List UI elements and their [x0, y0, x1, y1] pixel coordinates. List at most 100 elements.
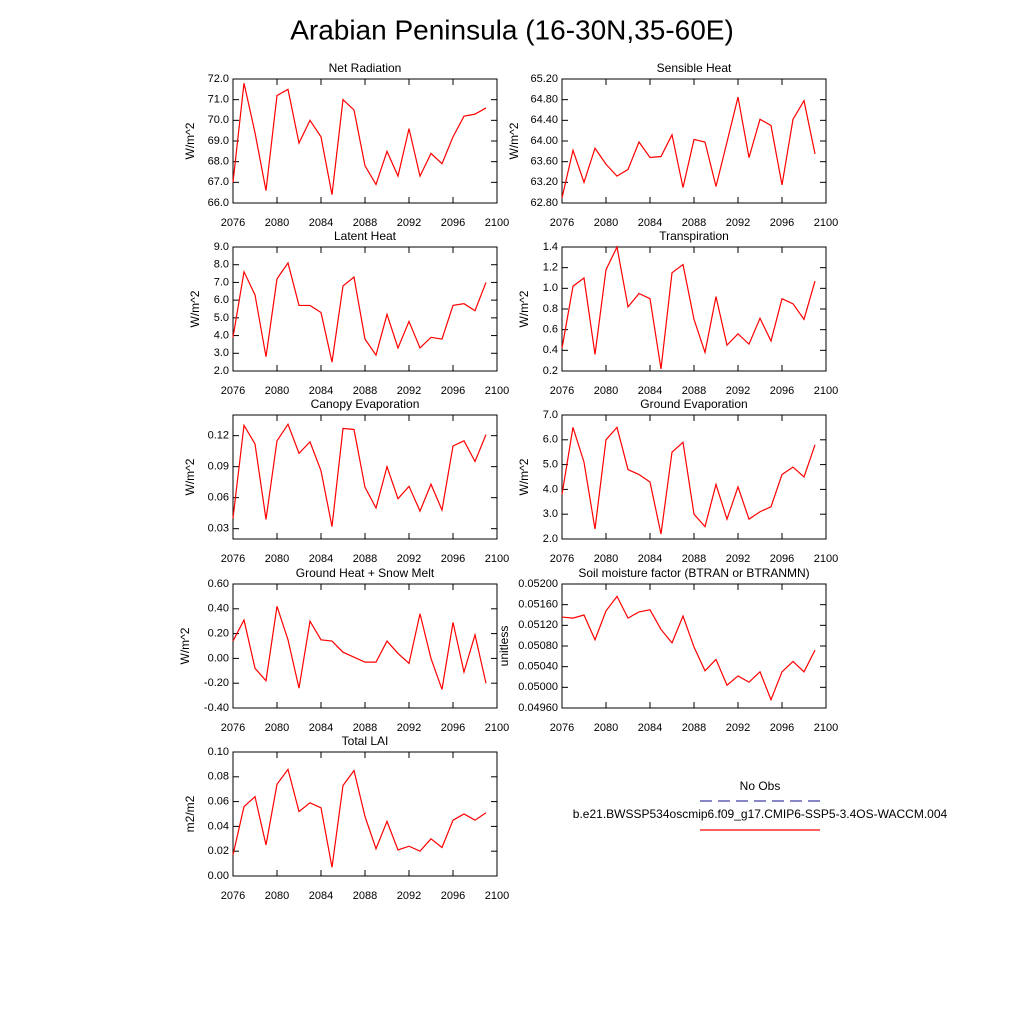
y-tick-label: 0.09 — [208, 461, 229, 473]
y-axis-label: W/m^2 — [517, 290, 531, 327]
data-line — [561, 96, 816, 198]
x-tick-label: 2076 — [550, 217, 574, 229]
panel-title: Ground Heat + Snow Melt — [296, 566, 435, 580]
data-line — [232, 606, 487, 690]
y-axis-label: unitless — [497, 626, 511, 667]
x-tick-label: 2096 — [770, 217, 794, 229]
y-tick-label: 0.03 — [208, 523, 229, 535]
x-tick-label: 2088 — [353, 890, 377, 902]
x-tick-label: 2080 — [265, 217, 289, 229]
x-tick-label: 2088 — [682, 722, 706, 734]
x-tick-label: 2076 — [221, 217, 245, 229]
y-tick-label: -0.20 — [204, 677, 229, 689]
y-tick-label: 64.00 — [530, 135, 558, 147]
y-axis-label: W/m^2 — [178, 627, 192, 664]
x-tick-label: 2100 — [814, 722, 838, 734]
x-tick-label: 2080 — [594, 217, 618, 229]
y-tick-label: 0.06 — [208, 492, 229, 504]
y-axis-label: W/m^2 — [183, 122, 197, 159]
x-tick-label: 2092 — [397, 553, 421, 565]
x-tick-label: 2088 — [353, 217, 377, 229]
x-tick-label: 2088 — [353, 385, 377, 397]
x-tick-label: 2080 — [594, 553, 618, 565]
x-tick-label: 2084 — [309, 385, 333, 397]
y-tick-label: 4.0 — [214, 329, 229, 341]
y-tick-label: 0.05040 — [518, 661, 558, 673]
x-tick-label: 2088 — [682, 553, 706, 565]
x-tick-label: 2092 — [726, 722, 750, 734]
y-tick-label: 0.06 — [208, 796, 229, 808]
y-tick-label: 4.0 — [543, 483, 558, 495]
x-tick-label: 2080 — [265, 553, 289, 565]
x-tick-label: 2080 — [265, 890, 289, 902]
panel-title: Sensible Heat — [657, 61, 732, 75]
y-tick-label: 0.4 — [543, 344, 558, 356]
panel-title: Canopy Evaporation — [311, 397, 420, 411]
x-tick-label: 2100 — [814, 385, 838, 397]
legend-label: b.e21.BWSSP534oscmip6.f09_g17.CMIP6-SSP5… — [573, 807, 948, 821]
y-tick-label: 0.60 — [208, 578, 229, 590]
y-tick-label: 1.4 — [543, 241, 558, 253]
x-tick-label: 2076 — [550, 385, 574, 397]
y-tick-label: 6.0 — [214, 294, 229, 306]
panel-title: Total LAI — [342, 734, 389, 748]
x-tick-label: 2076 — [221, 722, 245, 734]
x-tick-label: 2088 — [682, 217, 706, 229]
x-tick-label: 2084 — [309, 217, 333, 229]
y-axis-label: W/m^2 — [517, 458, 531, 495]
panel-title: Soil moisture factor (BTRAN or BTRANMN) — [578, 566, 809, 580]
y-axis-label: m2/m2 — [183, 795, 197, 832]
y-tick-label: 6.0 — [543, 434, 558, 446]
data-line — [232, 83, 487, 195]
y-tick-label: 2.0 — [543, 533, 558, 545]
x-tick-label: 2088 — [353, 553, 377, 565]
x-tick-label: 2100 — [485, 385, 509, 397]
y-tick-label: 5.0 — [543, 459, 558, 471]
x-tick-label: 2096 — [441, 385, 465, 397]
y-tick-label: 0.20 — [208, 628, 229, 640]
y-tick-label: 0.04 — [208, 820, 229, 832]
panel-title: Net Radiation — [329, 61, 402, 75]
x-tick-label: 2080 — [265, 722, 289, 734]
x-tick-label: 2096 — [770, 385, 794, 397]
y-tick-label: 3.0 — [543, 508, 558, 520]
panel-title: Transpiration — [659, 229, 729, 243]
x-tick-label: 2092 — [726, 385, 750, 397]
y-tick-label: 7.0 — [214, 276, 229, 288]
y-tick-label: 9.0 — [214, 241, 229, 253]
y-tick-label: 7.0 — [543, 409, 558, 421]
y-tick-label: 65.20 — [530, 73, 558, 85]
y-tick-label: -0.40 — [204, 702, 229, 714]
data-line — [561, 595, 816, 702]
y-tick-label: 0.00 — [208, 652, 229, 664]
y-axis-label: W/m^2 — [183, 458, 197, 495]
y-tick-label: 64.40 — [530, 114, 558, 126]
data-line — [232, 261, 487, 363]
y-tick-label: 0.00 — [208, 870, 229, 882]
legend-label: No Obs — [740, 779, 781, 793]
y-tick-label: 63.20 — [530, 176, 558, 188]
x-tick-label: 2096 — [441, 217, 465, 229]
y-tick-label: 0.2 — [543, 365, 558, 377]
x-tick-label: 2084 — [638, 553, 662, 565]
x-tick-label: 2084 — [309, 890, 333, 902]
x-tick-label: 2084 — [638, 722, 662, 734]
x-tick-label: 2080 — [265, 385, 289, 397]
y-tick-label: 0.05080 — [518, 640, 558, 652]
y-tick-label: 1.2 — [543, 262, 558, 274]
x-tick-label: 2096 — [441, 722, 465, 734]
x-tick-label: 2084 — [638, 385, 662, 397]
x-tick-label: 2092 — [397, 722, 421, 734]
x-tick-label: 2100 — [814, 553, 838, 565]
y-tick-label: 0.05120 — [518, 619, 558, 631]
y-axis-label: W/m^2 — [507, 122, 521, 159]
y-tick-label: 66.0 — [208, 197, 229, 209]
y-tick-label: 68.0 — [208, 156, 229, 168]
y-tick-label: 0.08 — [208, 771, 229, 783]
y-tick-label: 0.10 — [208, 746, 229, 758]
x-tick-label: 2100 — [814, 217, 838, 229]
x-tick-label: 2084 — [638, 217, 662, 229]
y-tick-label: 0.02 — [208, 845, 229, 857]
data-line — [561, 426, 816, 535]
